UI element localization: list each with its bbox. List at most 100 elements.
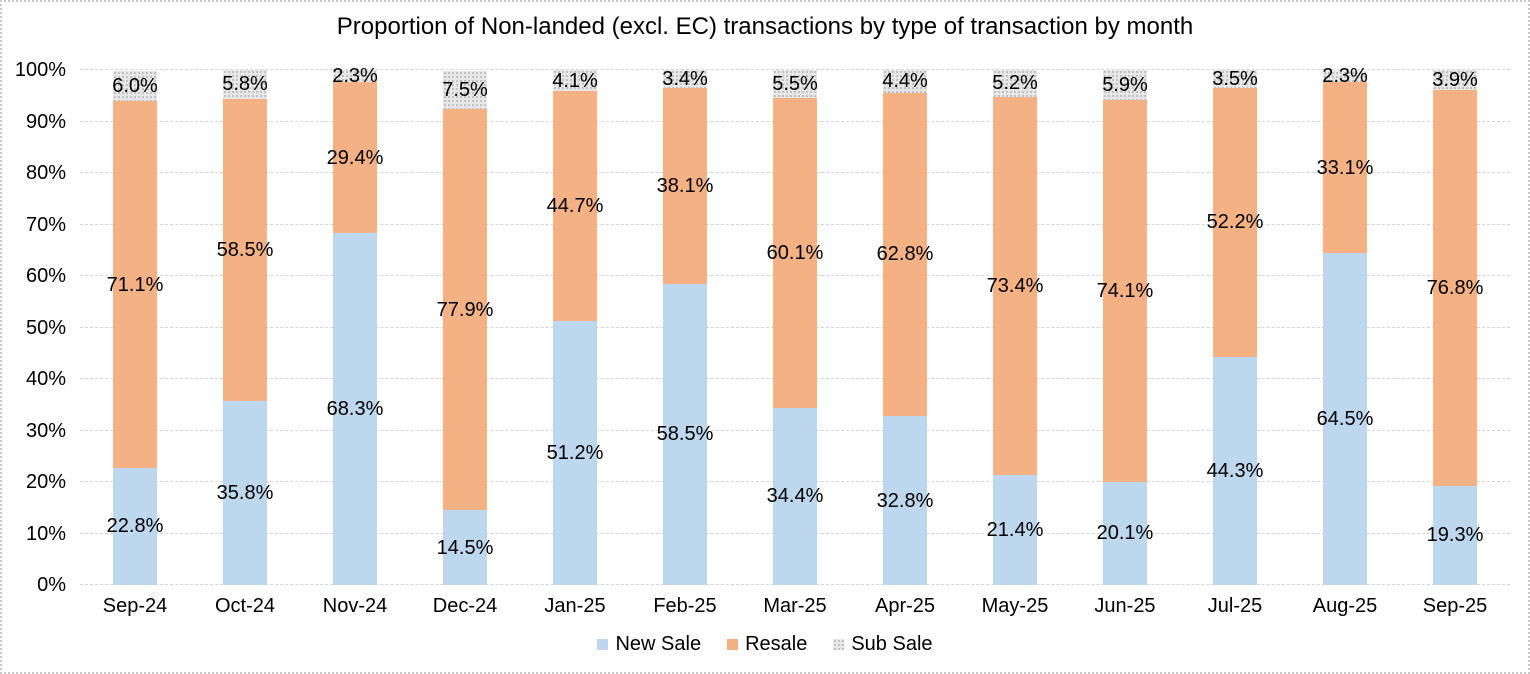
data-label-resale: 77.9% <box>436 298 494 321</box>
stacked-bar: 58.5% 38.1% 3.4% <box>657 67 713 585</box>
bar-segment-resale: 29.4% <box>327 81 383 234</box>
legend-item-sub-sale: Sub Sale <box>833 633 933 656</box>
stacked-bar: 51.2% 44.7% 4.1% <box>547 69 603 585</box>
data-label-sub-sale: 4.1% <box>552 69 598 92</box>
legend-item-resale: Resale <box>727 633 807 656</box>
data-label-new-sale: 35.8% <box>216 481 274 504</box>
y-axis-tick-label: 0% <box>37 574 66 596</box>
bar-segment-new-sale: 58.5% <box>657 283 713 585</box>
category-column: 34.4% 60.1% 5.5% Mar-25 <box>740 70 850 617</box>
stacked-bar: 21.4% 73.4% 5.2% <box>987 70 1043 585</box>
data-label-resale: 76.8% <box>1426 276 1484 299</box>
y-axis-tick-label: 20% <box>25 471 66 493</box>
gridline <box>80 69 1510 70</box>
x-axis-label: May-25 <box>981 595 1049 617</box>
bar-segment-sub-sale: 5.5% <box>772 70 818 99</box>
legend-swatch-new-sale <box>597 639 609 650</box>
bar-segment-sub-sale: 3.5% <box>1212 68 1258 91</box>
data-label-new-sale: 21.4% <box>986 518 1044 541</box>
bar-segment-resale: 38.1% <box>657 87 713 284</box>
data-label-sub-sale: 3.9% <box>1432 69 1478 92</box>
x-axis-label: Jan-25 <box>544 595 606 617</box>
data-label-new-sale: 58.5% <box>656 423 714 446</box>
bar-segment-new-sale: 68.3% <box>327 233 383 585</box>
bar-segment-new-sale: 35.8% <box>217 400 273 585</box>
bar-segment-resale: 73.4% <box>987 96 1043 475</box>
bar-segment-sub-sale: 2.3% <box>332 65 378 87</box>
data-label-new-sale: 64.5% <box>1316 407 1374 430</box>
category-column: 21.4% 73.4% 5.2% May-25 <box>960 70 1070 617</box>
data-label-sub-sale: 3.5% <box>1212 68 1258 91</box>
data-label-new-sale: 34.4% <box>766 485 824 508</box>
data-label-resale: 60.1% <box>766 242 824 265</box>
data-label-new-sale: 22.8% <box>106 515 164 538</box>
category-column: 32.8% 62.8% 4.4% Apr-25 <box>850 70 960 617</box>
bar-segment-sub-sale: 7.5% <box>442 70 488 110</box>
bar-segment-sub-sale: 3.9% <box>1432 69 1478 92</box>
data-label-sub-sale: 3.4% <box>662 67 708 90</box>
data-label-resale: 71.1% <box>106 273 164 296</box>
y-axis-tick-label: 40% <box>25 368 66 390</box>
bar-segment-resale: 62.8% <box>877 92 933 417</box>
x-axis-label: Mar-25 <box>763 595 827 617</box>
bar-segment-sub-sale: 5.9% <box>1102 69 1148 100</box>
data-label-new-sale: 32.8% <box>876 489 934 512</box>
data-label-sub-sale: 5.8% <box>222 73 268 96</box>
stacked-bar: 68.3% 29.4% 2.3% <box>327 65 383 585</box>
data-label-resale: 29.4% <box>326 146 384 169</box>
data-label-resale: 73.4% <box>986 274 1044 297</box>
category-column: 51.2% 44.7% 4.1% Jan-25 <box>520 69 630 617</box>
bar-segment-resale: 77.9% <box>437 109 493 511</box>
x-axis-label: Jul-25 <box>1207 595 1263 617</box>
category-column: 68.3% 29.4% 2.3% Nov-24 <box>300 65 410 617</box>
category-column: 44.3% 52.2% 3.5% Jul-25 <box>1180 68 1290 617</box>
bar-segment-new-sale: 34.4% <box>767 407 823 585</box>
y-axis-tick-label: 70% <box>25 213 66 236</box>
category-column: 20.1% 74.1% 5.9% Jun-25 <box>1070 69 1180 617</box>
data-label-new-sale: 14.5% <box>436 536 494 559</box>
data-label-resale: 44.7% <box>546 195 604 218</box>
stacked-bar: 64.5% 33.1% 2.3% <box>1317 65 1373 585</box>
legend-label: Resale <box>745 633 808 655</box>
data-label-sub-sale: 2.3% <box>332 64 378 87</box>
bar-segment-resale: 74.1% <box>1097 99 1153 482</box>
category-column: 19.3% 76.8% 3.9% Sep-25 <box>1400 69 1510 617</box>
data-label-resale: 62.8% <box>876 243 934 266</box>
data-label-sub-sale: 6.0% <box>112 74 158 97</box>
y-axis-tick-label: 30% <box>25 419 66 442</box>
x-axis-label: Nov-24 <box>322 595 388 617</box>
x-axis-label: Oct-24 <box>214 595 276 617</box>
data-label-new-sale: 51.2% <box>546 442 604 465</box>
bar-segment-new-sale: 32.8% <box>877 416 933 585</box>
bar-segment-resale: 71.1% <box>107 101 163 468</box>
chart-title: Proportion of Non-landed (excl. EC) tran… <box>336 13 1194 40</box>
category-column: 22.8% 71.1% 6.0% Sep-24 <box>80 70 190 617</box>
data-label-sub-sale: 5.2% <box>992 72 1038 95</box>
x-axis-label: Sep-25 <box>1422 595 1488 617</box>
bar-segment-resale: 76.8% <box>1427 90 1483 486</box>
bar-segment-new-sale: 20.1% <box>1097 481 1153 585</box>
plot-area: 0% 10% 20% 30% 40% 50% 60% 70% 80% 90% 100% 22.8% 71… <box>15 59 1510 617</box>
bar-segment-resale: 44.7% <box>547 91 603 322</box>
data-label-resale: 33.1% <box>1316 156 1374 179</box>
legend-label: Sub Sale <box>851 633 933 655</box>
x-axis-label: Dec-24 <box>432 595 498 617</box>
y-axis-tick-label: 50% <box>25 316 66 339</box>
data-label-sub-sale: 5.5% <box>772 73 818 96</box>
data-label-resale: 38.1% <box>656 174 714 197</box>
data-label-resale: 74.1% <box>1096 279 1154 302</box>
data-label-resale: 52.2% <box>1206 211 1264 234</box>
category-column: 58.5% 38.1% 3.4% Feb-25 <box>630 67 740 617</box>
bar-segment-sub-sale: 4.1% <box>552 69 598 92</box>
data-label-new-sale: 44.3% <box>1206 459 1264 482</box>
y-axis-tick-label: 60% <box>25 265 66 287</box>
y-axis-tick-label: 90% <box>25 110 66 133</box>
stacked-bar: 20.1% 74.1% 5.9% <box>1097 69 1153 585</box>
bar-segment-resale: 60.1% <box>767 98 823 408</box>
stacked-bar: 19.3% 76.8% 3.9% <box>1427 69 1483 585</box>
bar-segment-new-sale: 19.3% <box>1427 485 1483 585</box>
x-axis-label: Sep-24 <box>102 595 168 617</box>
category-column: 64.5% 33.1% 2.3% Aug-25 <box>1290 65 1400 617</box>
x-axis-label: Jun-25 <box>1094 595 1156 617</box>
